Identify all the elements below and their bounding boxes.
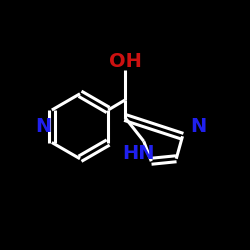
Text: N: N [191,117,207,136]
Text: OH: OH [108,52,142,71]
Text: N: N [36,117,52,136]
Text: HN: HN [122,144,155,163]
